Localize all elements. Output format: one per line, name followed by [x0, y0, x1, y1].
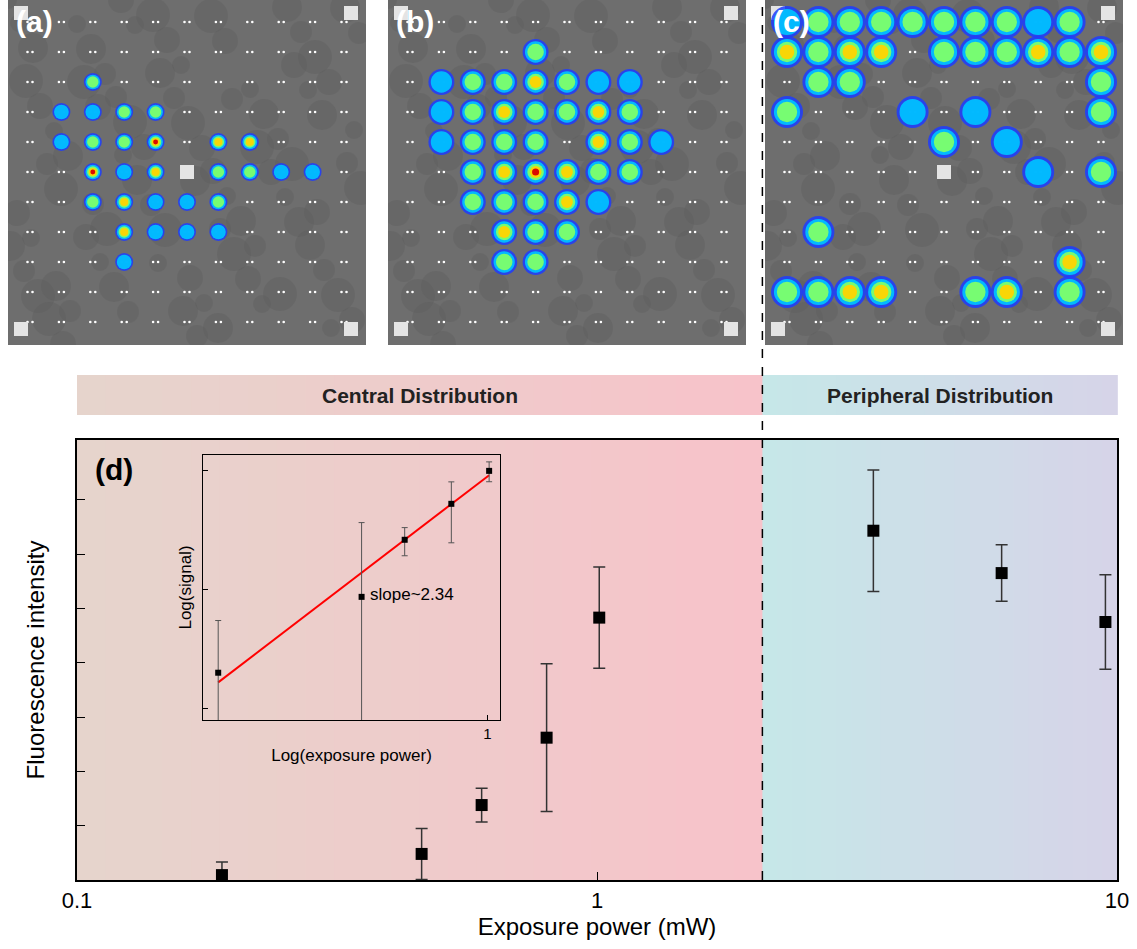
svg-text:Log(exposure power): Log(exposure power) — [271, 746, 432, 765]
svg-text:Exposure power (mW): Exposure power (mW) — [478, 913, 717, 940]
svg-text:Central Distribution: Central Distribution — [322, 384, 518, 407]
svg-text:1: 1 — [483, 725, 491, 742]
svg-text:slope~2.34: slope~2.34 — [370, 585, 454, 604]
svg-text:Fluorescence intensity: Fluorescence intensity — [22, 541, 49, 780]
svg-text:(c): (c) — [773, 5, 810, 38]
svg-text:(b): (b) — [396, 5, 434, 38]
svg-text:(d): (d) — [95, 453, 133, 486]
svg-text:Peripheral Distribution: Peripheral Distribution — [827, 384, 1053, 407]
svg-text:0.1: 0.1 — [62, 888, 93, 913]
svg-text:10: 10 — [1105, 888, 1129, 913]
svg-text:1: 1 — [591, 888, 603, 913]
svg-text:(a): (a) — [16, 5, 53, 38]
svg-text:Log(signal): Log(signal) — [176, 545, 195, 629]
